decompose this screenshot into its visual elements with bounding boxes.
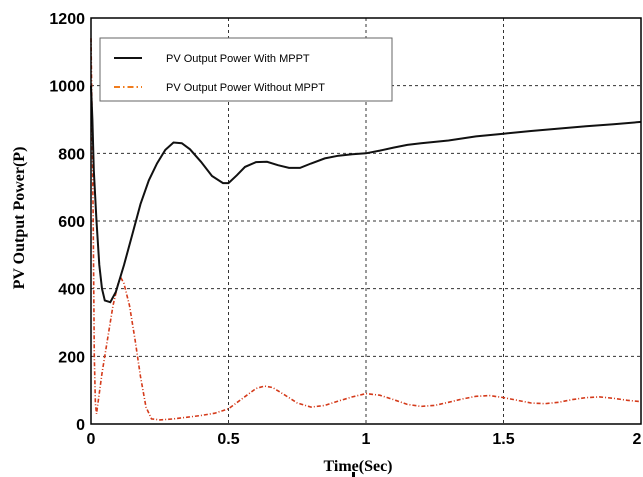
tick-labels: 0 0.5 1 1.5 2 0 200 400 600 800 1000 1200 xyxy=(49,11,641,448)
series-layer xyxy=(90,38,642,421)
series-line-with-mppt xyxy=(90,85,642,304)
x-axis-label: Time(Sec) xyxy=(323,458,392,475)
x-tick-label: 0.5 xyxy=(217,431,239,448)
y-tick-label: 400 xyxy=(58,282,85,299)
legend-label-without-mppt: PV Output Power Without MPPT xyxy=(166,82,325,94)
x-tick-label: 1 xyxy=(362,431,371,448)
x-tick-label: 2 xyxy=(633,431,642,448)
legend: PV Output Power With MPPT PV Output Powe… xyxy=(99,37,393,102)
y-tick-label: 1200 xyxy=(49,11,85,28)
plot-frame xyxy=(90,17,642,425)
legend-box xyxy=(99,37,393,102)
legend-label-with-mppt: PV Output Power With MPPT xyxy=(166,53,310,65)
y-tick-label: 800 xyxy=(58,146,85,163)
y-tick-label: 0 xyxy=(76,417,85,434)
y-tick-label: 200 xyxy=(58,349,85,366)
y-axis-label: PV Output Power(P) xyxy=(11,147,28,290)
y-tick-label: 600 xyxy=(58,214,85,231)
cursor-mark xyxy=(352,472,355,477)
x-tick-label: 1.5 xyxy=(492,431,514,448)
y-tick-label: 1000 xyxy=(49,79,85,96)
x-tick-label: 0 xyxy=(87,431,96,448)
